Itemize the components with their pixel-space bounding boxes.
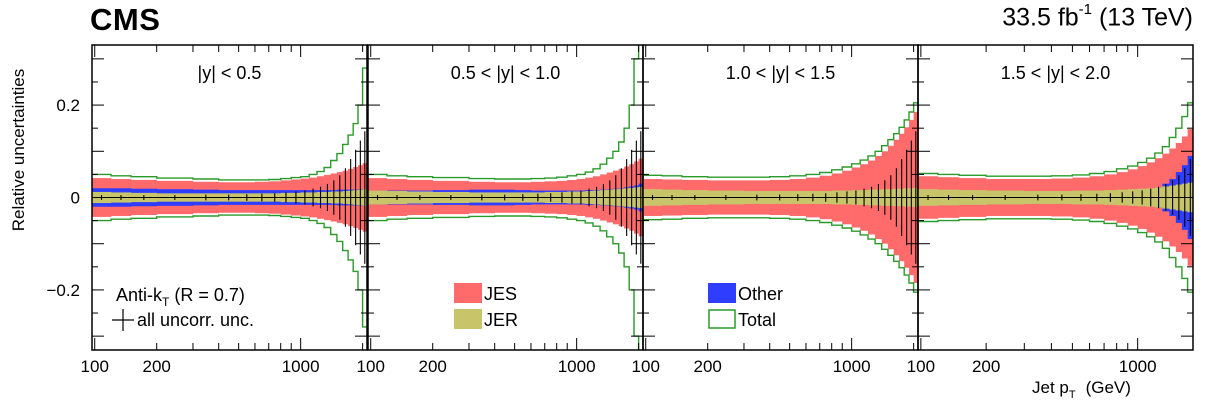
luminosity-label: 33.5 fb-1 (13 TeV): [1002, 1, 1193, 32]
x-tick-label: 200: [419, 357, 447, 376]
x-tick-label: 200: [143, 357, 171, 376]
total-lower-line: [368, 215, 640, 350]
x-tick-label: 100: [357, 357, 385, 376]
legend-algorithm: Anti-kT (R = 0.7): [116, 285, 245, 309]
legend-total-label: Total: [738, 310, 776, 330]
panel-plot-area: [368, 45, 643, 350]
x-tick-label: 200: [972, 357, 1000, 376]
x-axis-title-sub: T: [1069, 389, 1076, 401]
legend-jes-swatch: [454, 283, 482, 303]
panel-rapidity-label: 1.0 < |y| < 1.5: [726, 63, 835, 83]
panel-plot-area: [643, 102, 918, 293]
legend-algorithm-prefix: Anti-k: [116, 285, 163, 305]
total-lower-line: [643, 217, 918, 293]
total-upper-line: [92, 67, 367, 181]
legend-total-swatch: [708, 309, 736, 329]
x-axis-title: Jet pT (GeV): [1032, 378, 1131, 401]
legend-uncorr-label: all uncorr. unc.: [137, 310, 254, 330]
panel-1: 100 200 1000 |y| < 0.5: [81, 44, 368, 376]
legend-other-swatch: [708, 283, 736, 303]
legend-algorithm-suffix: (R = 0.7): [169, 285, 245, 305]
panel-rapidity-label: 0.5 < |y| < 1.0: [451, 63, 560, 83]
panel-2: 100 200 1000 0.5 < |y| < 1.0: [357, 44, 644, 376]
total-upper-line: [368, 45, 640, 180]
y-tick-label: −0.2: [46, 281, 80, 300]
energy-label: (13 TeV): [1098, 3, 1193, 32]
legend: Anti-kT (R = 0.7) all uncorr. unc. JES J…: [112, 283, 783, 331]
x-tick-label: 1000: [282, 357, 320, 376]
panel-3: 100 200 1000 1.0 < |y| < 1.5: [632, 44, 919, 376]
lumi-exponent: -1: [1078, 1, 1093, 18]
x-axis-unit: (GeV): [1086, 378, 1131, 397]
lumi-value: 33.5 fb: [1002, 3, 1079, 32]
total-upper-line: [643, 102, 918, 178]
x-tick-label: 200: [694, 357, 722, 376]
total-lower-line: [918, 218, 1193, 293]
legend-jer-label: JER: [484, 310, 518, 330]
y-tick-label: 0: [71, 189, 80, 208]
legend-algorithm-sub: T: [162, 295, 170, 309]
x-axis-title-main: Jet p: [1032, 378, 1069, 397]
x-tick-label: 100: [81, 357, 109, 376]
panel-4: 100 200 1000 1.5 < |y| < 2.0: [907, 44, 1194, 376]
total-upper-line: [918, 102, 1193, 177]
legend-jer-swatch: [454, 309, 482, 329]
y-axis-title: Relative uncertainties: [9, 69, 28, 232]
experiment-label: CMS: [90, 2, 161, 37]
y-tick-label: 0.2: [56, 96, 80, 115]
x-tick-label: 100: [907, 357, 935, 376]
x-tick-label: 1000: [558, 357, 596, 376]
legend-jes-label: JES: [484, 284, 517, 304]
panel-plot-area: [918, 102, 1193, 293]
panel-rapidity-label: |y| < 0.5: [198, 63, 262, 83]
x-tick-label: 100: [632, 357, 660, 376]
x-tick-label: 1000: [833, 357, 871, 376]
panel-rapidity-label: 1.5 < |y| < 2.0: [1001, 63, 1110, 83]
total-lower-line: [92, 214, 367, 328]
x-tick-label: 1000: [1119, 357, 1157, 376]
legend-other-label: Other: [738, 284, 783, 304]
